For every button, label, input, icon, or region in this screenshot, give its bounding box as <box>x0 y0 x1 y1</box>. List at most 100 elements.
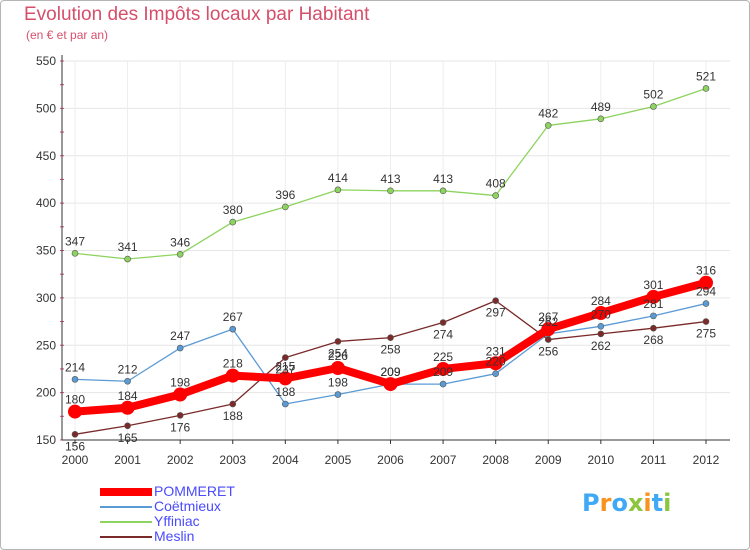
data-point <box>436 361 451 376</box>
x-tick-label: 2006 <box>377 453 404 467</box>
data-point <box>330 360 345 375</box>
data-point <box>176 412 184 419</box>
data-label: 180 <box>65 393 85 407</box>
data-label: 165 <box>118 431 138 445</box>
data-label: 262 <box>591 339 611 353</box>
data-label: 176 <box>170 420 190 434</box>
data-point <box>124 422 131 430</box>
data-point <box>71 376 79 383</box>
data-label: 198 <box>170 376 190 390</box>
data-point <box>229 218 237 226</box>
data-label: 297 <box>486 306 506 320</box>
data-label: 521 <box>696 69 716 83</box>
logo-letter: t <box>651 489 664 517</box>
logo-letter: i <box>663 489 672 517</box>
data-label: 188 <box>275 385 295 399</box>
data-point <box>544 336 552 343</box>
data-label: 226 <box>328 349 348 363</box>
data-point <box>650 103 657 110</box>
data-label: 413 <box>433 172 453 186</box>
logo-letter: P <box>582 489 600 517</box>
data-label: 482 <box>538 106 558 120</box>
data-point <box>492 297 499 305</box>
x-tick-label: 2012 <box>693 453 720 467</box>
data-label: 316 <box>696 264 716 278</box>
legend-label: POMMERET <box>154 483 235 499</box>
data-point <box>702 318 710 325</box>
y-tick-label: 150 <box>36 433 56 447</box>
legend-label: Yffiniac <box>154 513 200 529</box>
data-label: 212 <box>118 362 138 376</box>
data-point <box>439 380 447 388</box>
x-tick-label: 2002 <box>167 453 194 467</box>
data-label: 281 <box>643 297 663 311</box>
data-label: 408 <box>486 177 506 191</box>
data-point <box>334 186 342 194</box>
data-label: 231 <box>486 344 506 358</box>
data-label: 209 <box>380 365 400 379</box>
data-label: 347 <box>65 234 85 248</box>
data-point <box>334 338 342 345</box>
data-point <box>124 255 131 263</box>
data-point <box>439 187 447 195</box>
data-point <box>71 250 79 257</box>
data-label: 247 <box>170 329 190 343</box>
data-point <box>544 122 552 129</box>
x-tick-label: 2003 <box>219 453 246 467</box>
data-point <box>597 115 605 123</box>
data-point <box>597 322 605 330</box>
legend-swatch <box>100 521 152 523</box>
data-label: 225 <box>433 350 453 364</box>
logo-letter: x <box>627 489 644 517</box>
chart-subtitle: (en € et par an) <box>26 28 109 42</box>
data-label: 301 <box>643 278 663 292</box>
data-point <box>282 203 289 211</box>
legend-swatch <box>100 536 152 538</box>
data-label: 209 <box>380 365 400 379</box>
data-point <box>492 192 499 199</box>
data-point <box>120 400 135 415</box>
data-point <box>488 356 503 371</box>
x-tick-label: 2008 <box>482 453 509 467</box>
data-label: 284 <box>591 294 611 308</box>
data-point <box>225 368 240 383</box>
data-label: 414 <box>328 171 348 185</box>
y-tick-label: 350 <box>36 244 56 258</box>
data-label: 270 <box>591 307 611 321</box>
data-label: 502 <box>643 87 663 101</box>
y-tick-label: 400 <box>36 196 56 210</box>
data-point <box>71 431 79 438</box>
legend-label: Meslin <box>154 528 195 544</box>
data-label: 413 <box>380 172 400 186</box>
data-point <box>387 187 394 195</box>
data-label: 267 <box>538 310 558 324</box>
data-label: 341 <box>118 240 138 254</box>
data-label: 267 <box>223 310 243 324</box>
data-point <box>176 344 184 352</box>
data-point <box>334 391 342 398</box>
legend-swatch <box>100 488 152 496</box>
data-label: 256 <box>538 345 558 359</box>
y-tick-label: 250 <box>36 338 56 352</box>
data-label: 294 <box>696 285 716 299</box>
chart-title: Evolution des Impôts locaux par Habitant <box>24 4 370 25</box>
data-label: 198 <box>328 376 348 390</box>
data-label: 214 <box>65 360 85 374</box>
data-label: 380 <box>223 203 243 217</box>
data-label: 254 <box>328 346 348 360</box>
data-point <box>597 330 605 338</box>
data-label: 220 <box>486 355 506 369</box>
data-point <box>229 400 237 408</box>
data-point <box>702 85 710 92</box>
data-label: 215 <box>275 359 295 373</box>
x-tick-label: 2005 <box>325 453 352 467</box>
data-point <box>593 306 608 321</box>
y-tick-label: 500 <box>36 101 56 115</box>
data-point <box>439 319 447 326</box>
data-label: 258 <box>380 343 400 357</box>
logo-letter: i <box>643 489 652 517</box>
x-tick-label: 2000 <box>62 453 89 467</box>
data-point <box>541 322 556 337</box>
